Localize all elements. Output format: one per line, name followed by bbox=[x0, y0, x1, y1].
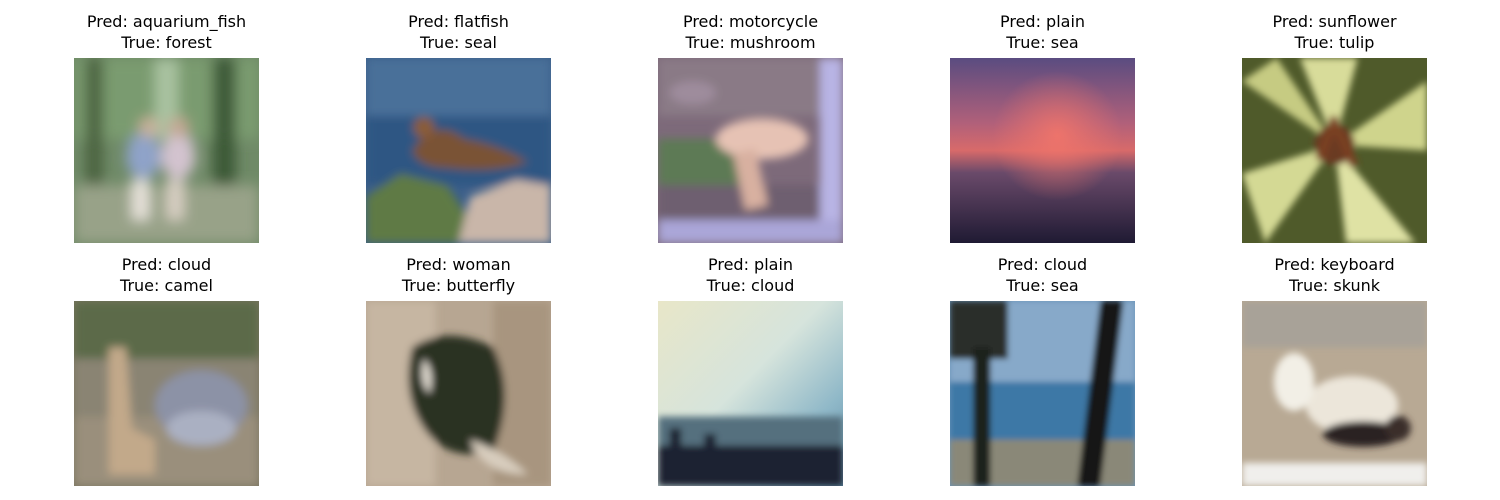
butterfly-image bbox=[366, 301, 551, 486]
pred-label: Pred: keyboard bbox=[1274, 255, 1395, 274]
true-label: True: sea bbox=[1006, 32, 1079, 52]
skunk-image bbox=[1242, 301, 1427, 486]
true-label: True: seal bbox=[420, 32, 497, 52]
sea-trees-image bbox=[950, 301, 1135, 486]
sunset-sea-image bbox=[950, 58, 1135, 243]
sample-title: Pred: plain True: sea bbox=[890, 12, 1195, 53]
sample-title: Pred: cloud True: camel bbox=[14, 255, 319, 296]
camel-image bbox=[74, 301, 259, 486]
pred-label: Pred: cloud bbox=[997, 255, 1088, 274]
true-label: True: butterfly bbox=[401, 275, 516, 295]
true-label: True: camel bbox=[120, 275, 213, 295]
pred-label: Pred: plain bbox=[999, 12, 1086, 31]
true-label: True: cloud bbox=[706, 275, 795, 295]
mushroom-image bbox=[658, 58, 843, 243]
sample-title: Pred: cloud True: sea bbox=[890, 255, 1195, 296]
true-label: True: mushroom bbox=[685, 32, 816, 52]
sample-title: Pred: keyboard True: skunk bbox=[1182, 255, 1487, 296]
forest-people-image bbox=[74, 58, 259, 243]
sample-title: Pred: sunflower True: tulip bbox=[1182, 12, 1487, 53]
pred-label: Pred: sunflower bbox=[1272, 12, 1397, 31]
true-label: True: forest bbox=[121, 32, 212, 52]
seal-image bbox=[366, 58, 551, 243]
pred-label: Pred: aquarium_fish bbox=[86, 12, 247, 31]
sample-title: Pred: flatfish True: seal bbox=[306, 12, 611, 53]
pred-label: Pred: motorcycle bbox=[682, 12, 819, 31]
lily-flower-image bbox=[1242, 58, 1427, 243]
pred-label: Pred: plain bbox=[707, 255, 794, 274]
sample-title: Pred: woman True: butterfly bbox=[306, 255, 611, 296]
true-label: True: sea bbox=[1006, 275, 1079, 295]
pred-label: Pred: woman bbox=[406, 255, 511, 274]
cloudy-sky-image bbox=[658, 301, 843, 486]
pred-label: Pred: flatfish bbox=[408, 12, 509, 31]
true-label: True: tulip bbox=[1294, 32, 1375, 52]
true-label: True: skunk bbox=[1288, 275, 1381, 295]
sample-title: Pred: plain True: cloud bbox=[598, 255, 903, 296]
sample-title: Pred: aquarium_fish True: forest bbox=[14, 12, 319, 53]
sample-title: Pred: motorcycle True: mushroom bbox=[598, 12, 903, 53]
pred-label: Pred: cloud bbox=[121, 255, 212, 274]
